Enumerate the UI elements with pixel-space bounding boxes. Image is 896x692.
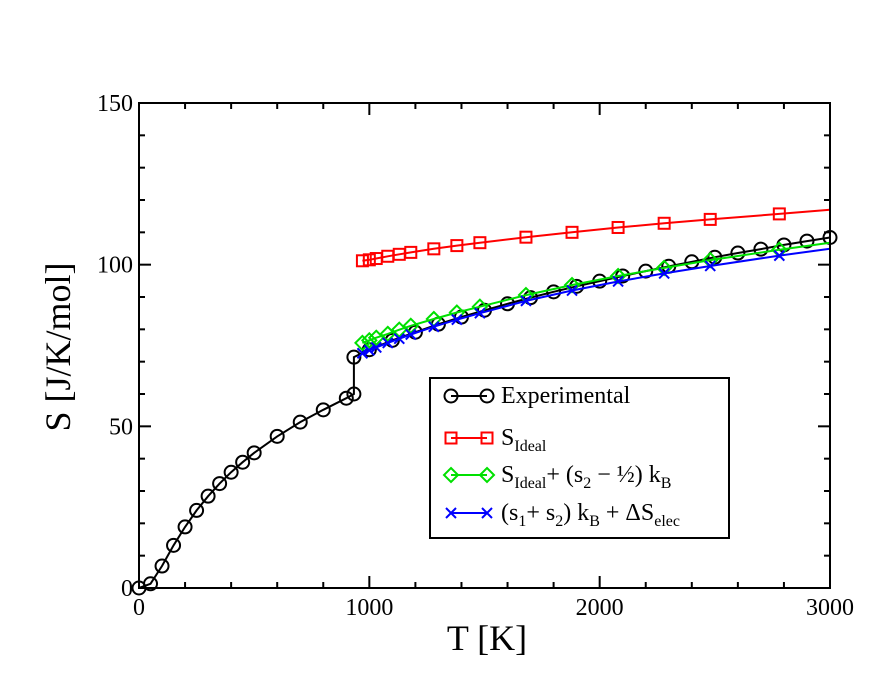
y-tick-label: 50 (109, 414, 133, 440)
data-point (212, 476, 228, 492)
x-tick-label: 0 (133, 595, 145, 621)
legend-swatch-marker (445, 507, 457, 519)
legend-swatch-marker (479, 388, 495, 404)
data-point (773, 249, 786, 262)
x-axis-title: T [K] (447, 618, 527, 658)
data-point (370, 341, 382, 354)
y-tick-label: 150 (97, 91, 133, 117)
legend-swatch-marker (480, 431, 494, 445)
data-point (338, 390, 354, 406)
legend-label-experimental: Experimental (501, 383, 631, 409)
axes: 0 1000 2000 3000 0 50 100 150 (97, 91, 854, 621)
data-point (292, 414, 308, 430)
legend: Experimental SIdeal SIdeal+ (s2 − ½) kB … (429, 377, 730, 539)
legend-label-s-ideal-correction: SIdeal+ (s2 − ½) kB (501, 462, 671, 492)
data-point (772, 207, 786, 221)
data-point (730, 245, 746, 261)
data-point (566, 284, 578, 297)
series-layer (131, 207, 838, 596)
legend-label-s1-s2-elec: (s1+ s2) kB + ΔSelec (501, 500, 680, 530)
series-3 (356, 247, 831, 359)
data-point (563, 276, 581, 294)
data-point (703, 212, 717, 226)
legend-swatch-marker (443, 388, 459, 404)
data-point (428, 321, 440, 333)
data-point (473, 236, 487, 250)
data-point (474, 307, 486, 319)
data-point (393, 333, 405, 345)
data-point (799, 233, 815, 249)
y-axis-title: S [J/K/mol] (38, 262, 78, 431)
x-tick-label: 2000 (576, 595, 624, 621)
data-point (346, 386, 362, 402)
series-2 (354, 241, 831, 352)
data-point (402, 317, 420, 335)
data-point (753, 241, 769, 257)
data-point (235, 454, 251, 470)
legend-swatch-marker (442, 466, 460, 484)
x-tick-label: 3000 (806, 595, 854, 621)
plot-frame (138, 102, 831, 589)
data-point (611, 220, 625, 234)
legend-swatch-marker (478, 466, 496, 484)
series-line (362, 247, 831, 355)
data-point (704, 260, 716, 272)
data-point (427, 242, 441, 256)
data-point (657, 216, 671, 230)
data-point (246, 445, 262, 461)
data-point (315, 402, 331, 418)
legend-box (429, 377, 730, 539)
data-point (355, 254, 369, 268)
x-tick-label: 1000 (345, 595, 393, 621)
data-point (658, 267, 670, 280)
data-point (346, 349, 362, 365)
data-point (177, 519, 193, 535)
legend-swatch-marker (444, 431, 458, 445)
data-point (360, 331, 378, 349)
y-tick-label: 0 (121, 576, 133, 602)
data-point (519, 230, 533, 244)
data-point (546, 284, 562, 300)
data-point (404, 245, 418, 259)
legend-label-s-ideal: SIdeal (501, 425, 547, 455)
data-point (356, 347, 369, 359)
legend-swatch-marker (481, 507, 493, 519)
data-point (363, 344, 376, 357)
data-point (269, 428, 285, 444)
data-point (609, 267, 627, 285)
data-point (520, 295, 532, 307)
data-point (189, 502, 205, 518)
legend-swatches (442, 388, 496, 519)
data-point (223, 464, 239, 480)
data-point (379, 325, 397, 343)
data-point (565, 225, 579, 239)
data-point (143, 576, 159, 592)
data-point (450, 239, 464, 253)
data-point (612, 275, 624, 288)
data-point (166, 537, 182, 553)
data-point (451, 313, 463, 326)
data-point (200, 488, 216, 504)
data-point (354, 334, 371, 352)
data-point (154, 558, 170, 574)
data-point (405, 328, 417, 341)
data-point (655, 259, 673, 277)
data-point (382, 337, 394, 349)
y-tick-label: 100 (97, 253, 133, 279)
series-1 (355, 207, 831, 268)
data-point (362, 253, 376, 267)
